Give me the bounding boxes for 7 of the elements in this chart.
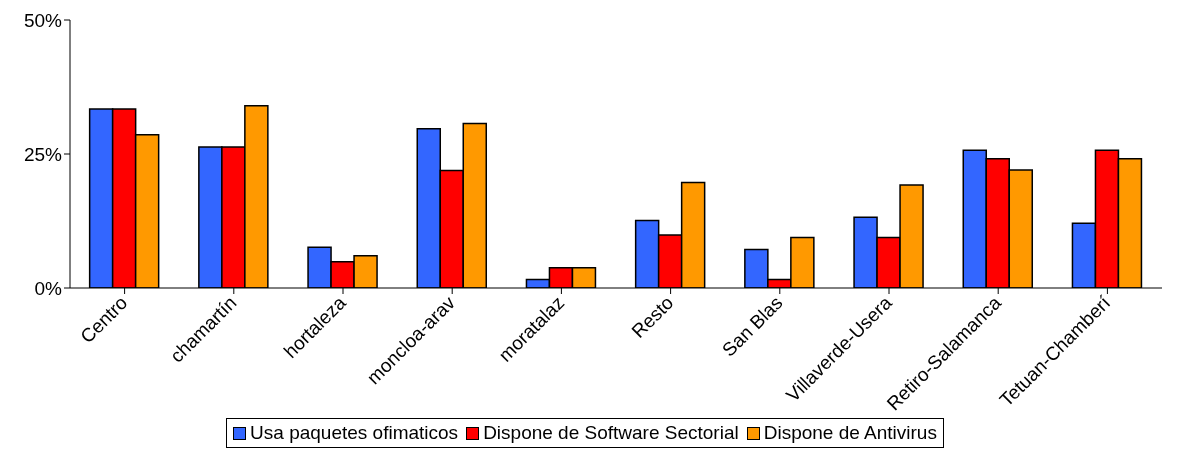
legend-label: Usa paquetes ofimaticos (249, 422, 459, 444)
x-tick-label: San Blas (718, 291, 787, 361)
legend-label: Dispone de Software Sectorial (482, 422, 739, 444)
legend-label: Dispone de Antivirus (762, 422, 937, 444)
y-tick-label: 0% (34, 277, 63, 299)
y-tick-label: 25% (23, 143, 63, 165)
y-tick-label: 50% (23, 9, 63, 31)
